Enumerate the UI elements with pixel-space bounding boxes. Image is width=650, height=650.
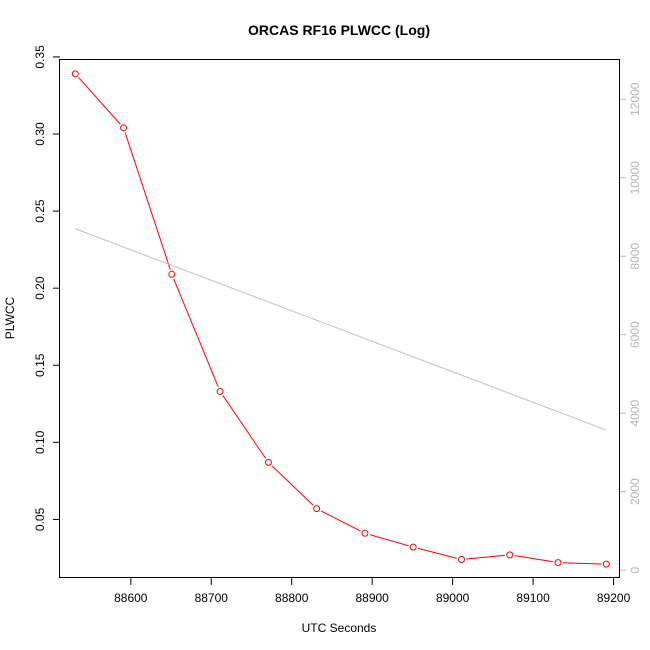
series-line-segment bbox=[320, 510, 361, 532]
y2-tick-label: 2000 bbox=[628, 478, 642, 505]
y-tick-label: 0.10 bbox=[33, 430, 47, 454]
y-tick-label: 0.30 bbox=[33, 122, 47, 146]
y-tick-label: 0.15 bbox=[33, 353, 47, 377]
x-tick-label: 89000 bbox=[436, 591, 470, 605]
x-tick-label: 88600 bbox=[114, 591, 148, 605]
series-line-segment bbox=[78, 77, 121, 125]
data-point bbox=[216, 387, 224, 395]
series-line-segment bbox=[369, 534, 409, 547]
data-point bbox=[120, 124, 128, 132]
y-tick-label: 0.05 bbox=[33, 507, 47, 531]
data-point bbox=[264, 458, 272, 466]
series-line-segment bbox=[417, 547, 457, 559]
y-tick-label: 0.25 bbox=[33, 199, 47, 223]
y2-tick-label: 12000 bbox=[628, 82, 642, 116]
data-point bbox=[554, 559, 562, 567]
series-layer bbox=[71, 70, 610, 568]
x-tick-label: 88700 bbox=[195, 591, 229, 605]
y-tick-label: 0.20 bbox=[33, 276, 47, 300]
y-tick-label: 0.35 bbox=[33, 45, 47, 69]
data-point bbox=[409, 543, 417, 551]
data-point bbox=[506, 551, 514, 559]
series-line-segment bbox=[563, 562, 602, 565]
y2-tick-label: 0 bbox=[628, 566, 642, 573]
chart-title: ORCAS RF16 PLWCC (Log) bbox=[248, 22, 430, 38]
x-tick-label: 89200 bbox=[597, 591, 631, 605]
y2-tick-label: 10000 bbox=[628, 161, 642, 195]
series-line-right-axis bbox=[75, 228, 607, 431]
series-line-segment bbox=[271, 465, 314, 506]
series-line-segment bbox=[222, 395, 266, 459]
y-axis-left: 0.05 0.10 0.15 0.20 0.25 0.30 0.35 bbox=[33, 45, 60, 531]
x-tick-label: 89100 bbox=[516, 591, 550, 605]
series-line-segment bbox=[124, 132, 171, 270]
y-axis-label: PLWCC bbox=[3, 296, 17, 339]
x-axis-label: UTC Seconds bbox=[302, 621, 377, 635]
series-line-segment bbox=[466, 554, 505, 560]
series-line-segment bbox=[514, 555, 554, 563]
y2-tick-label: 8000 bbox=[628, 243, 642, 270]
data-point bbox=[168, 270, 176, 278]
data-point bbox=[71, 70, 79, 78]
x-tick-label: 88800 bbox=[275, 591, 309, 605]
data-point bbox=[602, 560, 610, 568]
series-line-segment bbox=[173, 278, 219, 388]
data-point bbox=[361, 529, 369, 537]
plot-frame bbox=[59, 59, 620, 578]
y2-tick-label: 6000 bbox=[628, 321, 642, 348]
y2-tick-label: 4000 bbox=[628, 400, 642, 427]
x-tick-label: 88900 bbox=[355, 591, 389, 605]
data-point bbox=[457, 556, 465, 563]
y-axis-right: 0 2000 4000 6000 8000 10000 12000 bbox=[620, 82, 642, 573]
x-axis: 88600 88700 88800 88900 89000 89100 89200 bbox=[114, 578, 631, 605]
data-point bbox=[313, 505, 321, 513]
